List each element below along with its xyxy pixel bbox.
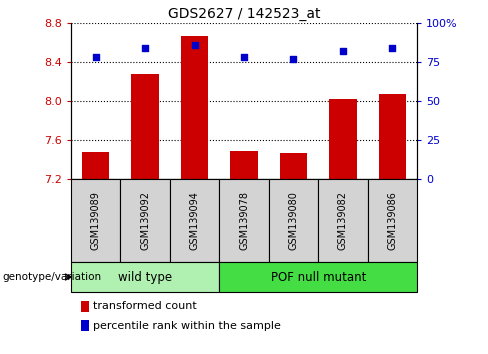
Text: GSM139094: GSM139094 bbox=[189, 191, 200, 250]
Bar bbox=[131, 74, 159, 179]
Bar bbox=[71, 179, 120, 262]
Text: GSM139078: GSM139078 bbox=[239, 191, 249, 250]
Text: GSM139089: GSM139089 bbox=[90, 191, 101, 250]
Bar bbox=[181, 36, 208, 179]
Title: GDS2627 / 142523_at: GDS2627 / 142523_at bbox=[168, 7, 320, 21]
Text: GSM139080: GSM139080 bbox=[288, 191, 299, 250]
Text: wild type: wild type bbox=[118, 270, 172, 284]
Point bbox=[191, 42, 199, 48]
Point bbox=[388, 45, 396, 51]
Point bbox=[92, 55, 100, 60]
Text: GSM139082: GSM139082 bbox=[338, 191, 348, 250]
Text: transformed count: transformed count bbox=[93, 301, 197, 311]
Point bbox=[289, 56, 297, 62]
Bar bbox=[280, 154, 307, 179]
Bar bbox=[170, 179, 219, 262]
Bar bbox=[318, 179, 368, 262]
Text: POF null mutant: POF null mutant bbox=[270, 270, 366, 284]
Bar bbox=[120, 179, 170, 262]
Bar bbox=[269, 179, 318, 262]
Point bbox=[141, 45, 149, 51]
Bar bbox=[219, 262, 417, 292]
Text: genotype/variation: genotype/variation bbox=[2, 272, 102, 282]
Bar bbox=[71, 262, 219, 292]
Text: GSM139086: GSM139086 bbox=[387, 191, 398, 250]
Bar bbox=[329, 99, 357, 179]
Bar bbox=[230, 150, 258, 179]
Text: percentile rank within the sample: percentile rank within the sample bbox=[93, 321, 281, 331]
Point bbox=[240, 55, 248, 60]
Bar bbox=[82, 152, 109, 179]
Point bbox=[339, 48, 347, 54]
Bar bbox=[219, 179, 269, 262]
Bar bbox=[368, 179, 417, 262]
Text: GSM139092: GSM139092 bbox=[140, 191, 150, 250]
Bar bbox=[379, 94, 406, 179]
